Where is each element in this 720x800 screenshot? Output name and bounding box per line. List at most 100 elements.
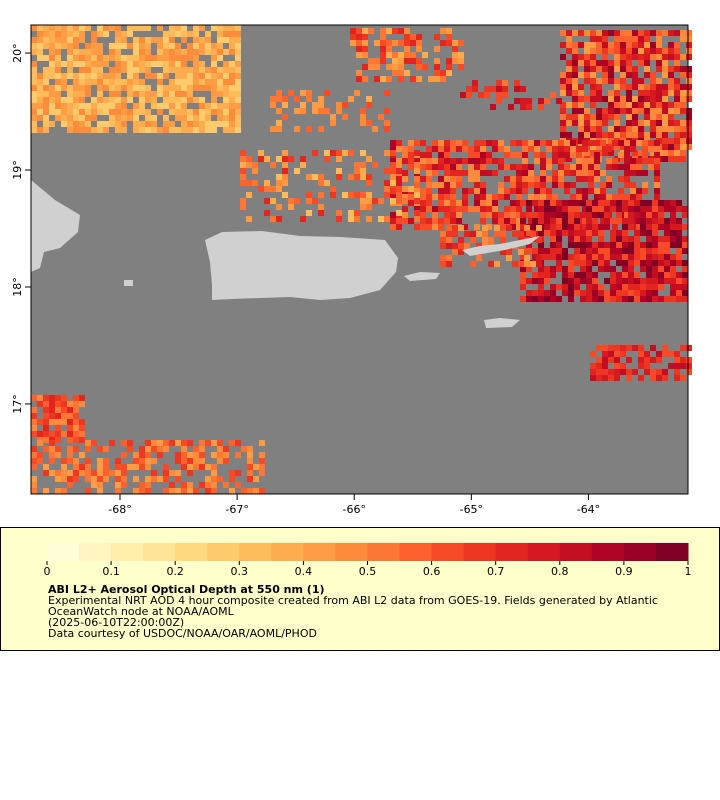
aerosol-pixel xyxy=(670,272,676,278)
aerosol-pixel xyxy=(211,43,217,49)
aerosol-pixel xyxy=(169,31,175,37)
aerosol-pixel xyxy=(79,91,85,97)
aerosol-pixel xyxy=(85,127,91,133)
aerosol-pixel xyxy=(432,224,438,230)
aerosol-pixel xyxy=(612,158,618,164)
aerosol-pixel xyxy=(157,49,163,55)
aerosol-pixel xyxy=(586,218,592,224)
aerosol-pixel xyxy=(552,152,558,158)
aerosol-pixel xyxy=(662,114,668,120)
aerosol-pixel xyxy=(145,43,151,49)
aerosol-pixel xyxy=(282,174,288,180)
aerosol-pixel xyxy=(169,127,175,133)
aerosol-pixel xyxy=(450,194,456,200)
aerosol-pixel xyxy=(259,440,265,446)
aerosol-pixel xyxy=(91,37,97,43)
aerosol-pixel xyxy=(580,290,586,296)
aerosol-pixel xyxy=(516,164,522,170)
aerosol-pixel xyxy=(270,198,276,204)
aerosol-pixel xyxy=(276,204,282,210)
aerosol-pixel xyxy=(528,140,534,146)
aerosol-pixel xyxy=(43,425,49,431)
aerosol-pixel xyxy=(55,43,61,49)
aerosol-pixel xyxy=(452,46,458,52)
aerosol-pixel xyxy=(572,72,578,78)
aerosol-pixel xyxy=(468,152,474,158)
aerosol-pixel xyxy=(600,170,606,176)
aerosol-pixel xyxy=(616,242,622,248)
aerosol-pixel xyxy=(598,248,604,254)
aerosol-pixel xyxy=(544,200,550,206)
aerosol-pixel xyxy=(91,61,97,67)
aerosol-pixel xyxy=(600,188,606,194)
aerosol-pixel xyxy=(654,140,660,146)
aerosol-pixel xyxy=(446,243,452,249)
aerosol-pixel xyxy=(526,200,532,206)
aerosol-pixel xyxy=(628,278,634,284)
aerosol-pixel xyxy=(620,84,626,90)
aerosol-pixel xyxy=(674,351,680,357)
aerosol-pixel xyxy=(169,25,175,31)
aerosol-pixel xyxy=(342,192,348,198)
aerosol-pixel xyxy=(103,25,109,31)
aerosol-pixel xyxy=(396,182,402,188)
aerosol-pixel xyxy=(426,200,432,206)
aerosol-pixel xyxy=(43,103,49,109)
aerosol-pixel xyxy=(636,170,642,176)
aerosol-pixel xyxy=(73,73,79,79)
aerosol-pixel xyxy=(438,218,444,224)
aerosol-pixel xyxy=(362,52,368,58)
aerosol-pixel xyxy=(235,127,241,133)
aerosol-pixel xyxy=(612,140,618,146)
aerosol-pixel xyxy=(526,230,532,236)
colorbar-swatch xyxy=(111,543,144,561)
aerosol-pixel xyxy=(566,90,572,96)
aerosol-pixel xyxy=(614,144,620,150)
aerosol-pixel xyxy=(294,108,300,114)
aerosol-pixel xyxy=(504,146,510,152)
aerosol-pixel xyxy=(644,102,650,108)
aerosol-pixel xyxy=(572,60,578,66)
aerosol-pixel xyxy=(37,419,43,425)
aerosol-pixel xyxy=(444,200,450,206)
aerosol-pixel xyxy=(586,200,592,206)
aerosol-pixel xyxy=(638,345,644,351)
aerosol-pixel xyxy=(616,230,622,236)
aerosol-pixel xyxy=(211,55,217,61)
aerosol-pixel xyxy=(528,164,534,170)
aerosol-pixel xyxy=(103,464,109,470)
aerosol-pixel xyxy=(55,437,61,443)
aerosol-pixel xyxy=(574,290,580,296)
aerosol-pixel xyxy=(646,242,652,248)
aerosol-pixel xyxy=(181,127,187,133)
aerosol-pixel xyxy=(67,37,73,43)
aerosol-pixel xyxy=(145,115,151,121)
aerosol-pixel xyxy=(562,206,568,212)
aerosol-pixel xyxy=(538,206,544,212)
aerosol-pixel xyxy=(229,440,235,446)
aerosol-pixel xyxy=(73,431,79,437)
aerosol-pixel xyxy=(580,230,586,236)
aerosol-pixel xyxy=(402,158,408,164)
aerosol-pixel xyxy=(682,296,688,302)
aerosol-pixel xyxy=(638,120,644,126)
aerosol-pixel xyxy=(644,72,650,78)
aerosol-pixel xyxy=(360,114,366,120)
aerosol-pixel xyxy=(187,67,193,73)
aerosol-pixel xyxy=(614,30,620,36)
aerosol-pixel xyxy=(538,248,544,254)
aerosol-pixel xyxy=(682,206,688,212)
aerosol-pixel xyxy=(426,224,432,230)
aerosol-pixel xyxy=(452,243,458,249)
aerosol-pixel xyxy=(109,25,115,31)
aerosol-pixel xyxy=(246,162,252,168)
aerosol-pixel xyxy=(67,446,73,452)
aerosol-pixel xyxy=(614,345,620,351)
aerosol-pixel xyxy=(139,55,145,61)
aerosol-pixel xyxy=(404,28,410,34)
aerosol-pixel xyxy=(55,97,61,103)
aerosol-pixel xyxy=(374,58,380,64)
aerosol-pixel xyxy=(480,146,486,152)
aerosol-pixel xyxy=(634,242,640,248)
aerosol-pixel xyxy=(596,96,602,102)
